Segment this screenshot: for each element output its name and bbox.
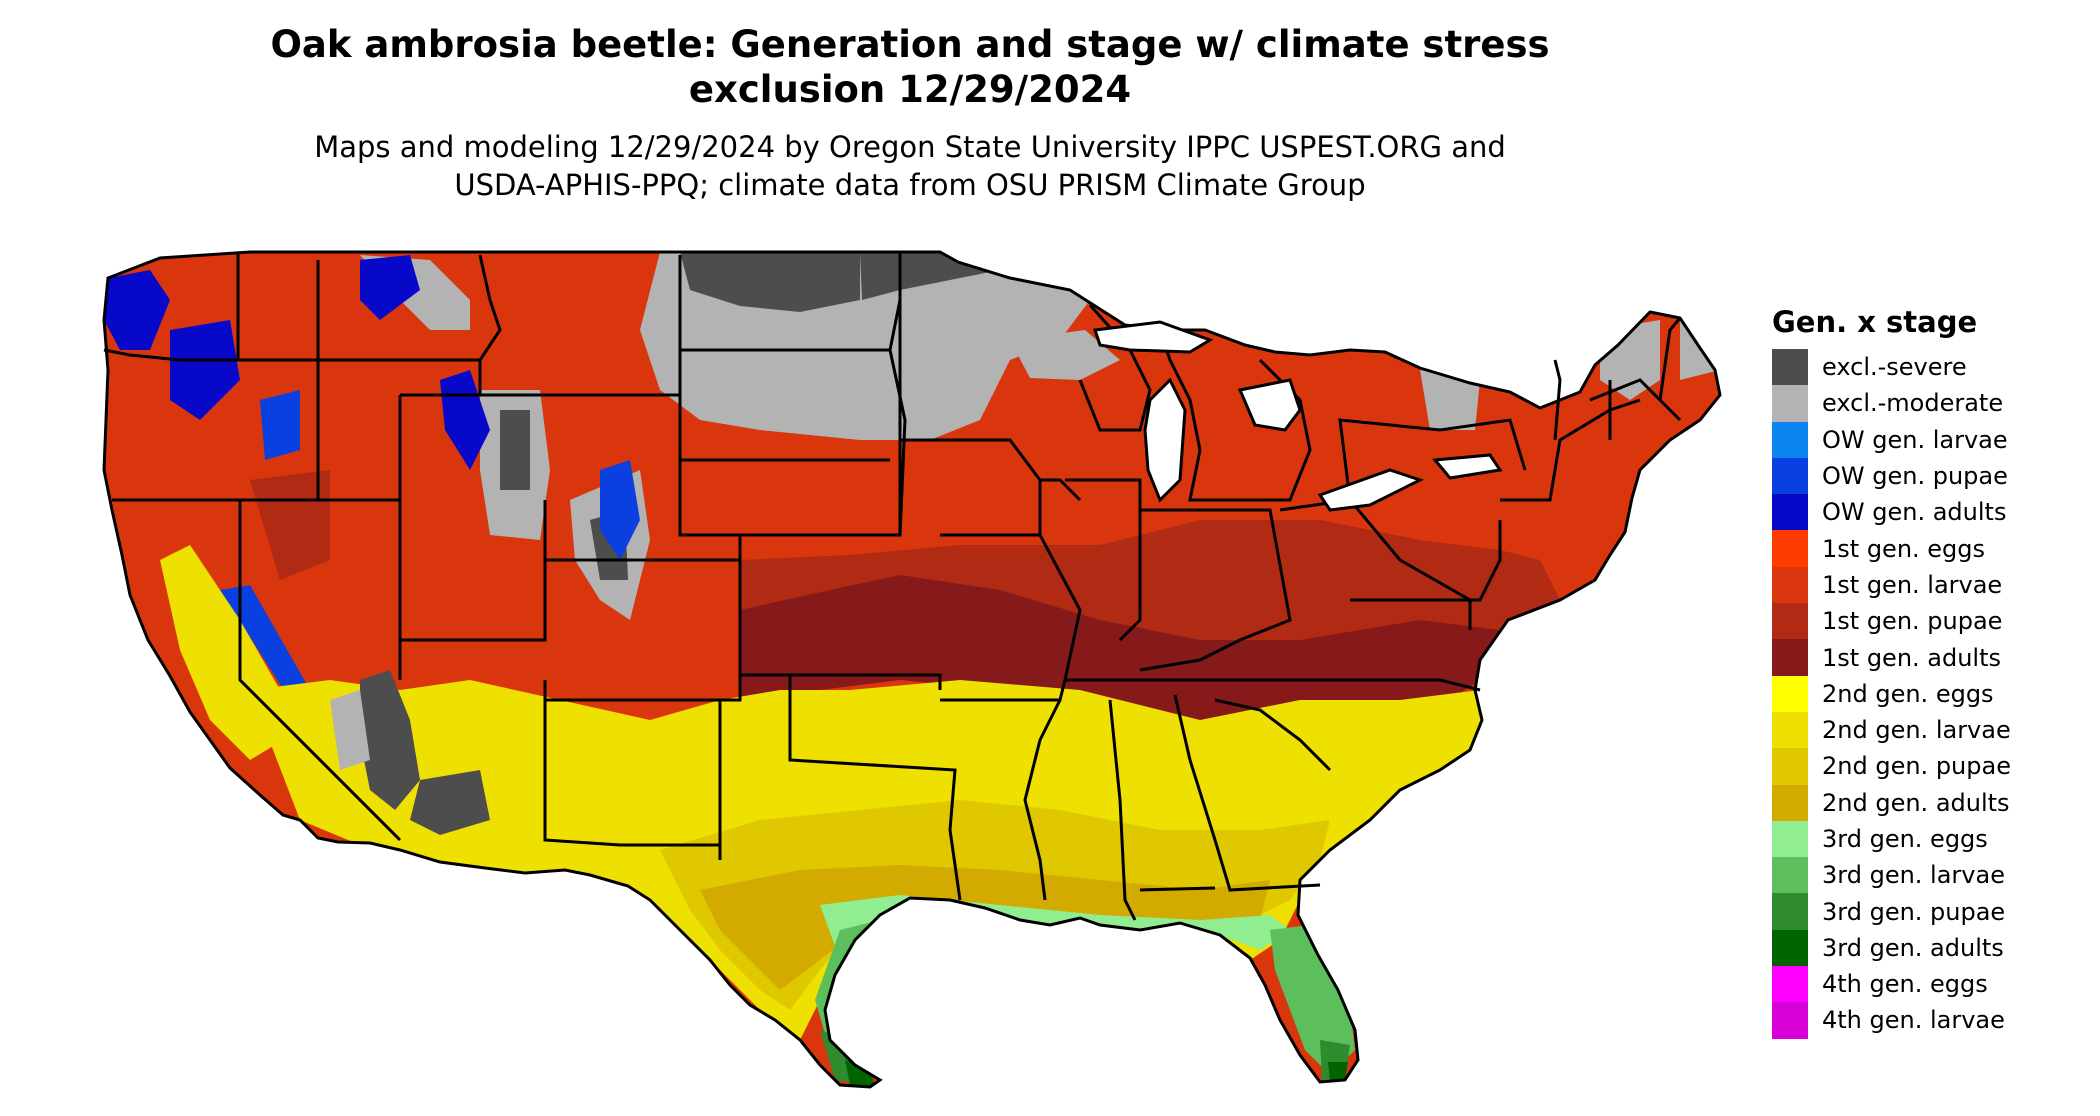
legend-label: 3rd gen. adults xyxy=(1822,933,2004,962)
legend-swatch xyxy=(1772,349,1808,386)
map-title: Oak ambrosia beetle: Generation and stag… xyxy=(160,22,1660,112)
legend-label: 2nd gen. larvae xyxy=(1822,716,2011,745)
legend-label: excl.-severe xyxy=(1822,353,1967,382)
legend-item: 2nd gen. pupae xyxy=(1772,748,2011,785)
legend-item: 3rd gen. adults xyxy=(1772,929,2011,967)
legend-swatch xyxy=(1772,857,1808,894)
legend-title: Gen. x stage xyxy=(1772,305,1978,339)
legend-item: excl.-severe xyxy=(1772,349,2011,386)
legend-label: 3rd gen. eggs xyxy=(1822,825,1988,853)
legend-label: OW gen. larvae xyxy=(1822,425,2008,454)
legend-swatch xyxy=(1772,784,1808,821)
legend-item: 1st gen. eggs xyxy=(1772,530,2011,567)
legend-swatch xyxy=(1772,457,1808,495)
legend-label: 3rd gen. pupae xyxy=(1822,897,2006,926)
legend-item: 2nd gen. eggs xyxy=(1772,675,2011,712)
legend-item: OW gen. larvae xyxy=(1772,421,2011,458)
legend-item: 2nd gen. larvae xyxy=(1772,711,2011,749)
legend-label: 1st gen. eggs xyxy=(1822,534,1986,563)
legend-item: 4th gen. eggs xyxy=(1772,966,2011,1003)
legend-item: 3rd gen. larvae xyxy=(1772,857,2011,894)
legend-label: 3rd gen. larvae xyxy=(1822,861,2005,890)
us-map xyxy=(102,250,1722,1089)
legend-label: 4th gen. larvae xyxy=(1822,1006,2005,1035)
map-subtitle: Maps and modeling 12/29/2024 by Oregon S… xyxy=(160,128,1660,204)
legend-label: 1st gen. larvae xyxy=(1822,570,2003,599)
legend-item: 3rd gen. eggs xyxy=(1772,820,2011,858)
legend-swatch xyxy=(1772,893,1808,930)
legend-swatch xyxy=(1772,566,1808,604)
legend-swatch xyxy=(1772,820,1808,858)
legend-label: OW gen. pupae xyxy=(1822,462,2008,491)
legend-item: 4th gen. larvae xyxy=(1772,1002,2011,1039)
map-subtitle-line-1: Maps and modeling 12/29/2024 by Oregon S… xyxy=(314,130,1506,164)
legend-item: 3rd gen. pupae xyxy=(1772,893,2011,930)
legend-item: 1st gen. pupae xyxy=(1772,603,2011,640)
map-title-line-1: Oak ambrosia beetle: Generation and stag… xyxy=(270,23,1550,66)
legend-swatch xyxy=(1772,530,1808,567)
legend-label: 2nd gen. pupae xyxy=(1822,752,2011,781)
map-subtitle-line-2: USDA-APHIS-PPQ; climate data from OSU PR… xyxy=(454,168,1366,202)
legend-swatch xyxy=(1772,675,1808,712)
legend-swatch xyxy=(1772,494,1808,531)
legend-label: 1st gen. pupae xyxy=(1822,607,2003,636)
map-title-line-2: exclusion 12/29/2024 xyxy=(688,68,1132,111)
legend-swatch xyxy=(1772,421,1808,458)
legend-label: excl.-moderate xyxy=(1822,389,2004,418)
legend-swatch xyxy=(1772,639,1808,676)
legend-items: excl.-severe excl.-moderate OW gen. larvae… xyxy=(1772,349,2011,1039)
legend-swatch xyxy=(1772,929,1808,967)
great-lakes xyxy=(1092,320,1503,512)
legend-label: 1st gen. adults xyxy=(1822,643,2002,672)
legend-swatch xyxy=(1772,966,1808,1003)
legend-item: 2nd gen. adults xyxy=(1772,784,2011,821)
legend-label: OW gen. adults xyxy=(1822,498,2007,527)
legend: Gen. x stage excl.-severe excl.-moderate O… xyxy=(1772,305,2011,1039)
legend-label: 2nd gen. adults xyxy=(1822,788,2010,817)
legend-item: OW gen. pupae xyxy=(1772,457,2011,495)
legend-item: excl.-moderate xyxy=(1772,385,2011,422)
legend-item: OW gen. adults xyxy=(1772,494,2011,531)
legend-swatch xyxy=(1772,748,1808,785)
legend-swatch xyxy=(1772,603,1808,640)
legend-swatch xyxy=(1772,711,1808,749)
legend-label: 2nd gen. eggs xyxy=(1822,679,1994,708)
legend-swatch xyxy=(1772,385,1808,422)
legend-label: 4th gen. eggs xyxy=(1822,970,1988,999)
legend-item: 1st gen. adults xyxy=(1772,639,2011,676)
legend-swatch xyxy=(1772,1002,1808,1039)
legend-item: 1st gen. larvae xyxy=(1772,566,2011,604)
